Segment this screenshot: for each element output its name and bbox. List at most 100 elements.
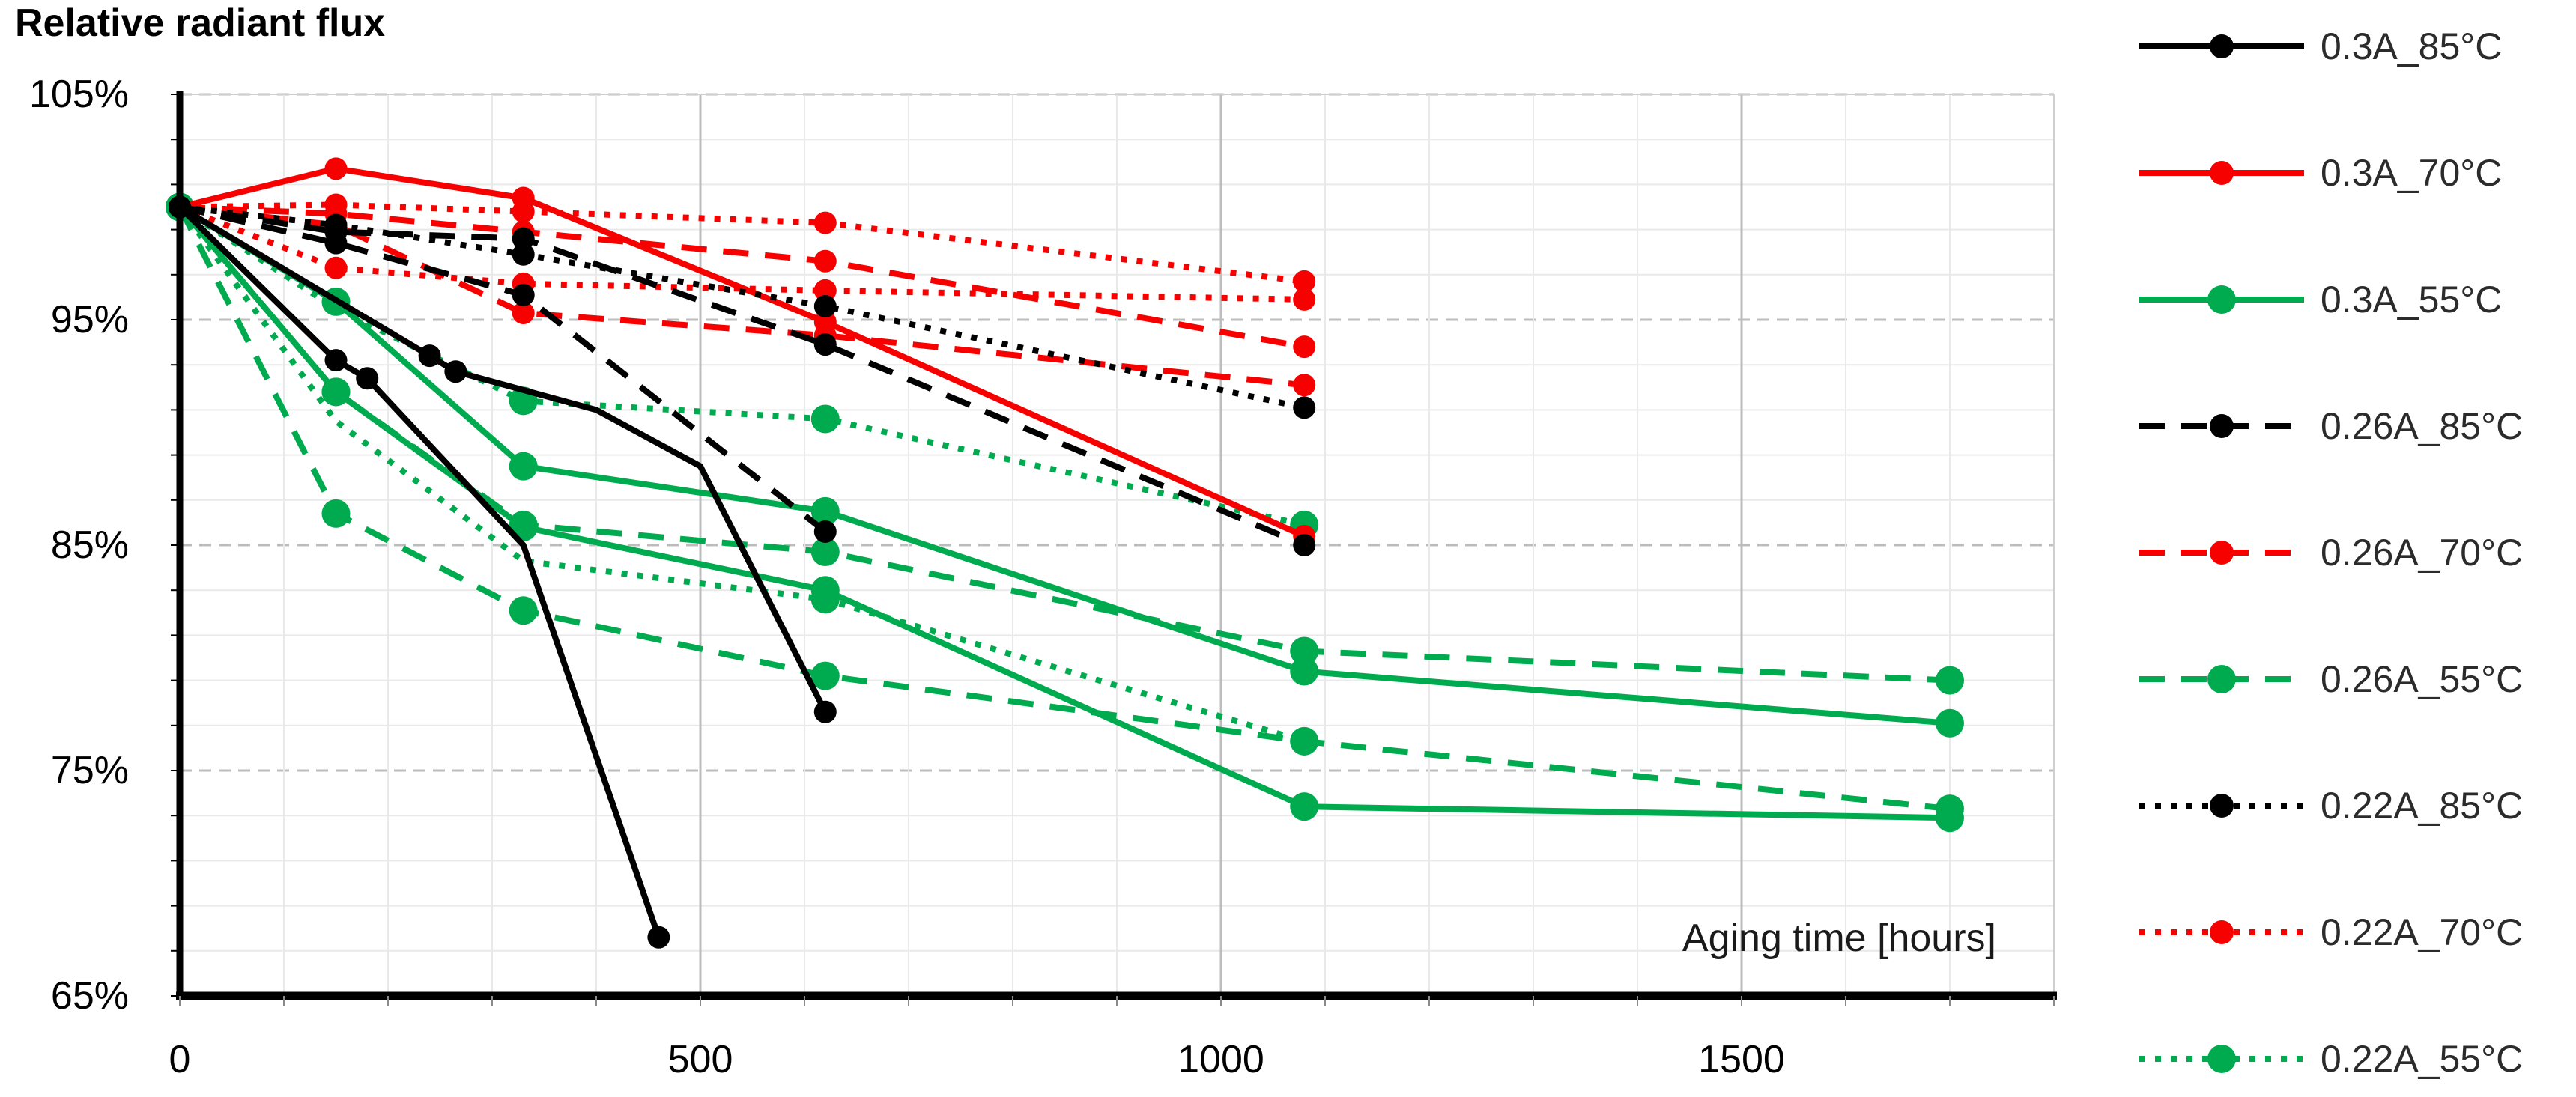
data-point-0.26A_70°C-s2	[512, 301, 535, 324]
y-tick-label: 95%	[51, 298, 129, 341]
data-point-0.26A_70°C-s1	[1293, 335, 1316, 359]
axis-labels: 105% 95% 85% 75% 65% 0 500 1000 1500 Relative rad…	[15, 1, 1996, 1081]
legend-item-0.26A_55°C: 0.26A_55°C	[2139, 658, 2523, 700]
legend-label: 0.22A_55°C	[2321, 1038, 2523, 1080]
data-point-0.3A_85°C-s2	[444, 360, 467, 383]
data-point-0.3A_55°C-s1	[810, 496, 840, 526]
x-tick-label: 0	[169, 1038, 191, 1081]
y-tick-label: 85%	[51, 523, 129, 567]
data-point-0.26A_85°C-s1	[512, 227, 535, 250]
legend-item-0.22A_55°C: 0.22A_55°C	[2139, 1038, 2523, 1080]
legend-swatch-marker	[2210, 414, 2234, 438]
legend-item-0.3A_70°C: 0.3A_70°C	[2139, 152, 2502, 194]
data-point-0.22A_70°C-s2	[813, 279, 837, 302]
legend-item-0.3A_55°C: 0.3A_55°C	[2139, 279, 2502, 320]
legend-swatch-marker	[2210, 794, 2234, 818]
data-point-0.22A_70°C-s1	[813, 211, 837, 234]
data-point-0.26A_70°C-s2	[1293, 374, 1316, 397]
x-tick-label: 1500	[1698, 1038, 1785, 1081]
data-point-0.26A_85°C-s2	[813, 520, 837, 543]
data-point-0.3A_55°C-s1	[1936, 708, 1964, 738]
data-point-0.26A_55°C-s2	[810, 661, 840, 690]
series-line-0.3A_85°C-s2	[178, 204, 828, 714]
data-point-0.22A_85°C-s1	[1293, 396, 1316, 419]
data-point-0.26A_55°C-s1	[1936, 666, 1964, 695]
data-point-0.26A_85°C-s2	[324, 231, 348, 255]
series-line-0.22A_70°C-s1	[179, 201, 1305, 285]
data-point-0.3A_55°C-s2	[1290, 792, 1319, 821]
legend-label: 0.3A_85°C	[2321, 25, 2502, 67]
legend-label: 0.3A_55°C	[2321, 279, 2502, 320]
data-point-0.26A_55°C-s2	[321, 499, 351, 528]
series-line-0.26A_85°C-s2	[179, 204, 828, 535]
data-point-0.22A_70°C-s2	[324, 256, 348, 279]
data-point-0.3A_55°C-s2	[810, 576, 840, 605]
legend-item-0.22A_70°C: 0.22A_70°C	[2139, 911, 2523, 953]
data-point-0.26A_55°C-s1	[1290, 636, 1319, 666]
legend-swatch-marker	[2210, 920, 2234, 944]
gridlines	[180, 93, 2055, 997]
data-point-0.3A_85°C-s1	[324, 349, 348, 372]
data-point-0.26A_85°C-s1	[1293, 534, 1316, 556]
y-tick-label: 65%	[51, 974, 129, 1018]
legend-item-0.26A_85°C: 0.26A_85°C	[2139, 405, 2523, 447]
legend-swatch-marker	[2210, 161, 2234, 185]
legend-label: 0.26A_55°C	[2321, 658, 2523, 700]
data-point-0.26A_55°C-s2	[509, 596, 538, 625]
data-point-0.3A_85°C-s1	[356, 367, 379, 390]
data-point-0.3A_85°C-s2	[418, 344, 441, 368]
legend-swatch-marker	[2207, 285, 2236, 314]
data-point-0.26A_55°C-s1	[810, 538, 840, 567]
legend-swatch-marker	[2207, 1045, 2236, 1073]
data-point-0.3A_85°C-s1	[647, 926, 670, 949]
chart-title: Relative radiant flux	[15, 1, 385, 45]
data-point-0.22A_85°C-s1	[512, 243, 535, 266]
series-0.26A_55°C-s2	[166, 192, 1964, 824]
legend-item-0.22A_85°C: 0.22A_85°C	[2139, 785, 2523, 827]
legend-label: 0.26A_70°C	[2321, 532, 2523, 574]
legend-label: 0.26A_85°C	[2321, 405, 2523, 447]
x-tick-label: 1000	[1178, 1038, 1264, 1081]
data-point-0.26A_85°C-s1	[813, 333, 837, 356]
series-0.26A_85°C-s2	[169, 195, 837, 543]
legend-item-0.3A_85°C: 0.3A_85°C	[2139, 25, 2502, 67]
series-line-0.26A_70°C-s2	[179, 204, 1305, 389]
series-line-0.3A_55°C-s2	[177, 204, 1951, 821]
legend: 0.3A_85°C 0.3A_70°C 0.3A_55°C 0.26A_85°C 0.2…	[2139, 25, 2523, 1080]
data-point-0.3A_70°C-s1	[512, 186, 535, 210]
series-line-0.22A_70°C-s2	[178, 204, 1305, 303]
legend-label: 0.22A_70°C	[2321, 911, 2523, 953]
data-point-0.3A_55°C-s1	[509, 452, 538, 481]
axes	[171, 91, 2057, 1006]
legend-label: 0.3A_70°C	[2321, 152, 2502, 194]
y-tick-label: 75%	[51, 749, 129, 792]
data-point-0.3A_70°C-s1	[813, 311, 837, 334]
data-point-0.3A_55°C-s1	[1290, 657, 1319, 686]
y-tick-label: 105%	[29, 73, 129, 116]
x-axis-title: Aging time [hours]	[1682, 917, 1996, 960]
legend-swatch-marker	[2210, 541, 2234, 565]
data-point-0.26A_55°C-s2	[1290, 726, 1319, 756]
data-point-0.26A_85°C-s2	[512, 283, 535, 306]
series-line-0.22A_55°C-s2	[177, 205, 1306, 744]
legend-swatch-marker	[2210, 34, 2234, 58]
legend-swatch-marker	[2207, 665, 2236, 693]
series-0.3A_85°C-s2	[169, 195, 837, 723]
data-point-0.22A_85°C-s1	[813, 294, 837, 317]
series-line-0.3A_70°C-s1	[179, 165, 1306, 539]
data-point-0.22A_55°C-s1	[810, 404, 840, 434]
data-point-0.3A_55°C-s2	[321, 377, 351, 407]
legend-label: 0.22A_85°C	[2321, 785, 2523, 827]
legend-item-0.26A_70°C: 0.26A_70°C	[2139, 532, 2523, 574]
data-point-0.22A_70°C-s2	[1293, 288, 1316, 311]
x-tick-label: 500	[668, 1038, 733, 1081]
series-line-0.26A_85°C-s1	[179, 204, 1306, 548]
data-point-0.22A_70°C-s1	[1293, 270, 1316, 293]
data-point-0.3A_70°C-s1	[324, 157, 348, 180]
data-point-0.3A_85°C-s2	[813, 700, 837, 723]
series-0.3A_55°C-s2	[166, 192, 1964, 833]
data-point-0.26A_70°C-s1	[813, 249, 837, 273]
data-point-0.3A_55°C-s2	[1936, 803, 1964, 833]
